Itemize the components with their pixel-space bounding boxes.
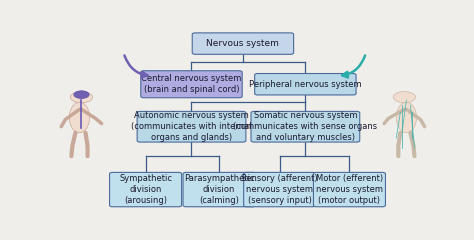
Text: Parasympathetic
division
(calming): Parasympathetic division (calming) xyxy=(184,174,255,205)
Text: Sensory (afferent)
nervous system
(sensory input): Sensory (afferent) nervous system (senso… xyxy=(241,174,318,205)
FancyBboxPatch shape xyxy=(192,33,293,54)
Text: Somatic nervous system
(communicates with sense organs
and voluntary muscles): Somatic nervous system (communicates wit… xyxy=(233,112,377,142)
FancyBboxPatch shape xyxy=(183,172,255,207)
Text: Peripheral nervous system: Peripheral nervous system xyxy=(249,80,362,89)
Ellipse shape xyxy=(396,102,417,133)
Circle shape xyxy=(70,92,92,103)
Circle shape xyxy=(393,92,416,103)
Text: Nervous system: Nervous system xyxy=(207,39,279,48)
FancyBboxPatch shape xyxy=(244,172,316,207)
Ellipse shape xyxy=(69,102,90,133)
Text: Sympathetic
division
(arousing): Sympathetic division (arousing) xyxy=(119,174,172,205)
FancyBboxPatch shape xyxy=(109,172,182,207)
FancyBboxPatch shape xyxy=(251,111,360,142)
Text: Motor (efferent)
nervous system
(motor output): Motor (efferent) nervous system (motor o… xyxy=(316,174,383,205)
FancyBboxPatch shape xyxy=(137,111,246,142)
Text: Autonomic nervous system
(communicates with internal
organs and glands): Autonomic nervous system (communicates w… xyxy=(131,112,252,142)
FancyBboxPatch shape xyxy=(255,73,356,95)
FancyBboxPatch shape xyxy=(141,71,242,98)
FancyBboxPatch shape xyxy=(313,172,385,207)
Circle shape xyxy=(74,91,89,98)
Text: Central nervous system
(brain and spinal cord): Central nervous system (brain and spinal… xyxy=(141,74,242,94)
